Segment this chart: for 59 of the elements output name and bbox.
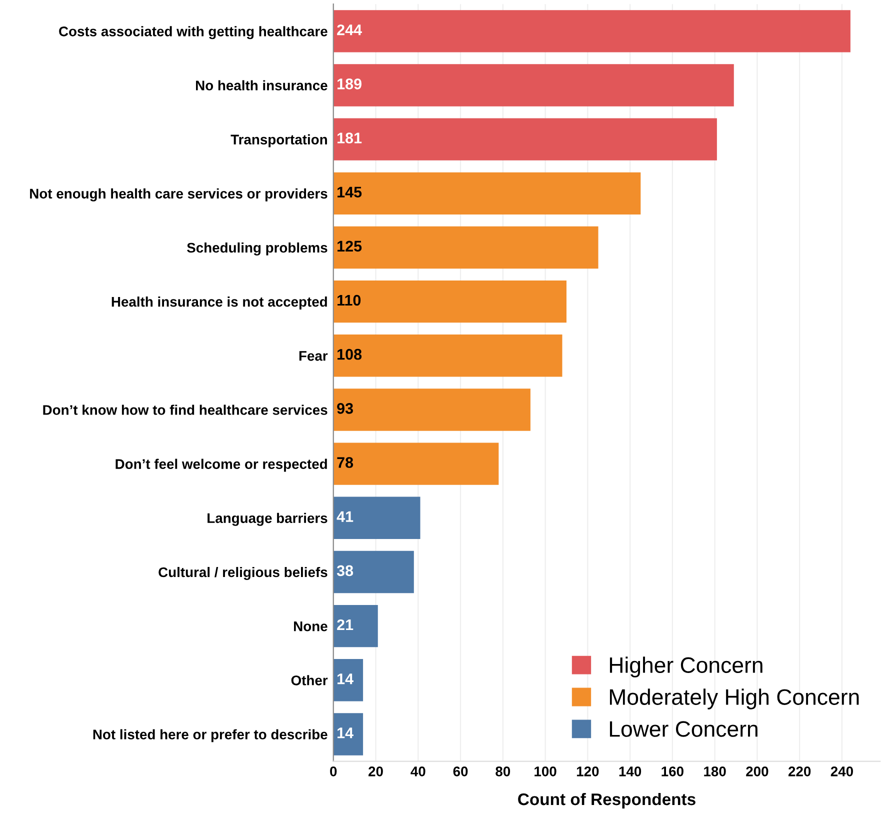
bar: [333, 496, 420, 539]
bar: [333, 118, 717, 160]
x-tick-label: 240: [830, 766, 853, 776]
data-label: 41: [336, 511, 354, 522]
bar: [333, 604, 378, 648]
x-tick-label: 180: [704, 766, 726, 776]
y-tick-label: No health insurance: [196, 80, 328, 90]
x-tick-label: 120: [576, 766, 599, 776]
data-label: 38: [336, 565, 354, 576]
bar: [333, 659, 364, 702]
data-label: 108: [338, 348, 362, 360]
x-tick-label: 160: [662, 766, 684, 776]
y-tick-label: Cultural / religious beliefs: [158, 566, 328, 580]
y-tick-label: Costs associated with getting healthcare: [59, 26, 328, 40]
y-tick-label: Not listed here or prefer to describe: [93, 729, 328, 742]
y-tick-label: Fear: [299, 351, 328, 361]
bar: [333, 550, 414, 594]
x-tick-label: 100: [534, 766, 556, 776]
data-label: 145: [338, 186, 362, 198]
data-label: 125: [338, 240, 362, 252]
data-label: 21: [337, 619, 354, 630]
bar: [333, 64, 734, 106]
data-label: 78: [337, 457, 354, 468]
legend-label: Lower Concern: [610, 721, 758, 737]
legend-label: Moderately High Concern: [610, 688, 859, 710]
x-tick-label: 60: [453, 766, 468, 776]
data-label: 181: [338, 132, 362, 144]
y-tick-label: Health insurance is not accepted: [112, 296, 327, 310]
bar: [333, 10, 850, 52]
x-tick-label: 200: [746, 766, 768, 776]
data-label: 244: [337, 24, 362, 36]
x-tick-label: 40: [410, 766, 426, 776]
bar: [333, 226, 598, 269]
y-tick-label: Language barriers: [208, 512, 328, 526]
bar: [333, 442, 499, 485]
bar: [333, 713, 364, 756]
y-tick-label: Not enough health care services or providers: [30, 188, 328, 202]
bar: [333, 280, 566, 323]
x-tick-label: 0: [330, 766, 337, 776]
data-label: 189: [338, 78, 362, 90]
x-axis-title: Count of Respondents: [518, 792, 696, 809]
bar: [333, 388, 530, 431]
x-tick-label: 220: [788, 766, 811, 776]
y-tick-label: None: [294, 622, 328, 632]
legend-label: Higher Concern: [610, 656, 762, 678]
y-tick-label: Don’t feel welcome or respected: [116, 458, 327, 472]
x-tick-label: 80: [496, 766, 510, 776]
y-tick-label: Scheduling problems: [187, 242, 328, 256]
data-label: 110: [338, 294, 361, 306]
data-label: 14: [338, 674, 354, 684]
y-tick-label: Other: [291, 675, 328, 686]
y-tick-label: Don’t know how to find healthcare services: [43, 404, 328, 415]
data-label: 93: [337, 403, 353, 414]
bar: [333, 172, 641, 214]
x-tick-label: 20: [368, 766, 383, 776]
data-label: 14: [338, 728, 354, 738]
y-tick-label: Transportation: [230, 134, 327, 148]
bar: [333, 334, 562, 377]
x-tick-label: 140: [619, 766, 642, 776]
